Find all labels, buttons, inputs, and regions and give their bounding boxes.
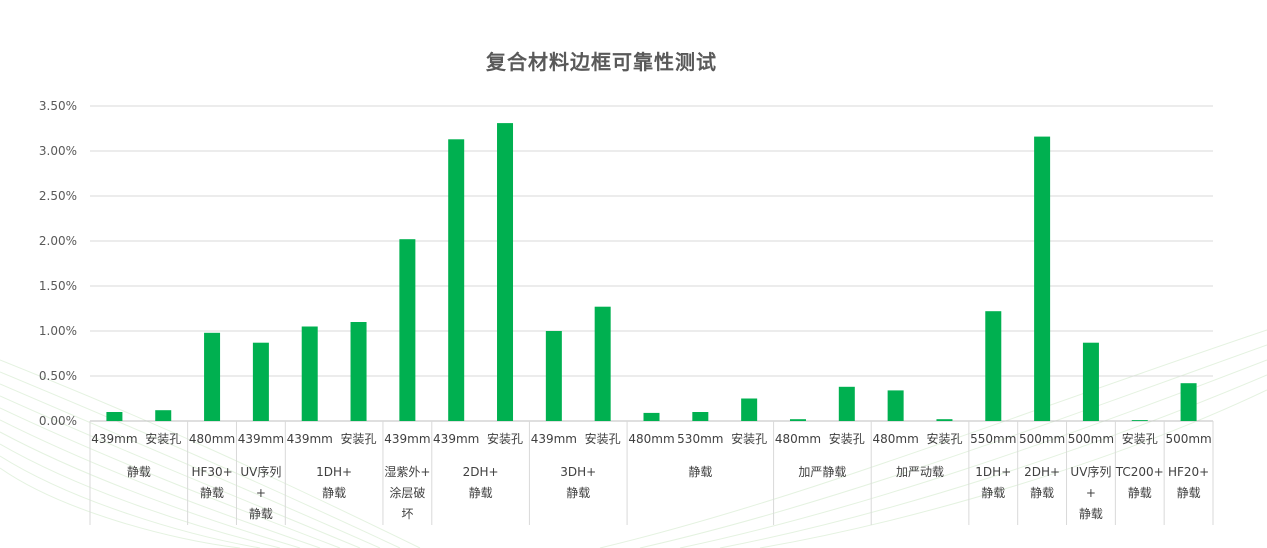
x-tick-label: 530mm: [677, 432, 723, 446]
bar: [155, 410, 172, 421]
x-tick-label: 480mm: [189, 432, 235, 446]
bar: [887, 390, 904, 421]
x-group-label: UV序列: [240, 464, 281, 479]
x-tick-label: 439mm: [238, 432, 284, 446]
bar: [936, 419, 953, 421]
x-group-label: 静载: [200, 486, 224, 500]
x-group-label: 静载: [688, 465, 712, 479]
x-tick-label: 439mm: [531, 432, 577, 446]
chart-title: 复合材料边框可靠性测试: [486, 50, 717, 74]
x-tick-label: 480mm: [775, 432, 821, 446]
bar: [1180, 383, 1197, 421]
x-group-label: 静载: [249, 507, 273, 521]
bar: [789, 419, 806, 421]
x-group-label: HF20+: [1168, 465, 1209, 479]
x-group-label: 3DH+: [560, 465, 596, 479]
x-group-label: 静载: [981, 486, 1005, 500]
x-tick-label: 安装孔: [341, 431, 377, 446]
bar: [985, 311, 1002, 421]
x-group-label: 静载: [469, 486, 493, 500]
x-group-label: 坏: [401, 507, 413, 521]
x-tick-label: 安装孔: [585, 431, 621, 446]
x-tick-label: 439mm: [287, 432, 333, 446]
bar: [1082, 342, 1099, 421]
x-group-label: 静载: [1079, 507, 1103, 521]
y-tick-label: 2.50%: [39, 189, 77, 203]
bar: [106, 412, 123, 421]
x-tick-label: 安装孔: [731, 431, 767, 446]
x-group-label: 静载: [1177, 486, 1201, 500]
bar: [643, 412, 660, 421]
bar: [692, 412, 709, 421]
bar: [252, 342, 269, 421]
y-tick-label: 1.00%: [39, 324, 77, 338]
x-group-label: 1DH+: [975, 465, 1011, 479]
bar: [301, 326, 318, 421]
y-tick-label: 0.00%: [39, 414, 77, 428]
x-group-label: TC200+: [1115, 465, 1164, 479]
bar: [838, 386, 855, 421]
y-tick-label: 0.50%: [39, 369, 77, 383]
bar: [448, 139, 465, 422]
bars: [106, 123, 1197, 422]
x-tick-label: 480mm: [872, 432, 918, 446]
bar: [497, 123, 514, 421]
y-tick-label: 1.50%: [39, 279, 77, 293]
x-tick-label: 500mm: [1165, 432, 1211, 446]
x-tick-label: 500mm: [1019, 432, 1065, 446]
x-tick-label: 550mm: [970, 432, 1016, 446]
bar: [399, 239, 416, 421]
x-group-label: 静载: [1030, 486, 1054, 500]
x-group-label: +: [1086, 486, 1096, 500]
x-group-label: 1DH+: [316, 465, 352, 479]
x-group-label: 静载: [127, 465, 151, 479]
x-group-label: +: [256, 486, 266, 500]
gridlines: [90, 105, 1213, 422]
x-group-label: HF30+: [191, 465, 232, 479]
x-tick-label: 480mm: [628, 432, 674, 446]
x-tick-label: 安装孔: [829, 431, 865, 446]
y-tick-label: 3.00%: [39, 144, 77, 158]
x-tick-label: 439mm: [91, 432, 137, 446]
x-tick-label: 500mm: [1068, 432, 1114, 446]
x-group-label: 2DH+: [463, 465, 499, 479]
bar: [1034, 136, 1051, 421]
y-axis-ticks: 0.00% 0.50% 1.00% 1.50% 2.00% 2.50% 3.00% 3.50%: [39, 99, 77, 428]
y-tick-label: 2.00%: [39, 234, 77, 248]
x-group-label: 静载: [322, 486, 346, 500]
x-group-label: UV序列: [1070, 464, 1111, 479]
bar: [741, 398, 758, 421]
x-group-label: 涂层破: [389, 485, 425, 500]
y-tick-label: 3.50%: [39, 99, 77, 113]
bar: [1131, 420, 1148, 421]
bar: [350, 322, 367, 421]
bar: [204, 332, 221, 421]
x-group-label: 静载: [566, 486, 590, 500]
x-group-label: 加严静载: [798, 465, 846, 479]
x-group-label: 湿紫外+: [384, 464, 430, 479]
x-tick-label: 439mm: [384, 432, 430, 446]
x-axis: 439mm 安装孔 480mm 439mm 439mm 安装孔 439mm 439mm 安装孔 4…: [89, 421, 1214, 525]
x-group-label: 加严动载: [896, 465, 944, 479]
bar: [594, 306, 611, 421]
x-tick-label: 安装孔: [1122, 431, 1158, 446]
x-tick-label: 439mm: [433, 432, 479, 446]
x-tick-label: 安装孔: [487, 431, 523, 446]
x-group-label: 静载: [1128, 486, 1152, 500]
x-group-label: 2DH+: [1024, 465, 1060, 479]
bar: [545, 331, 562, 421]
x-tick-label: 安装孔: [145, 431, 181, 446]
x-tick-label: 安装孔: [926, 431, 962, 446]
